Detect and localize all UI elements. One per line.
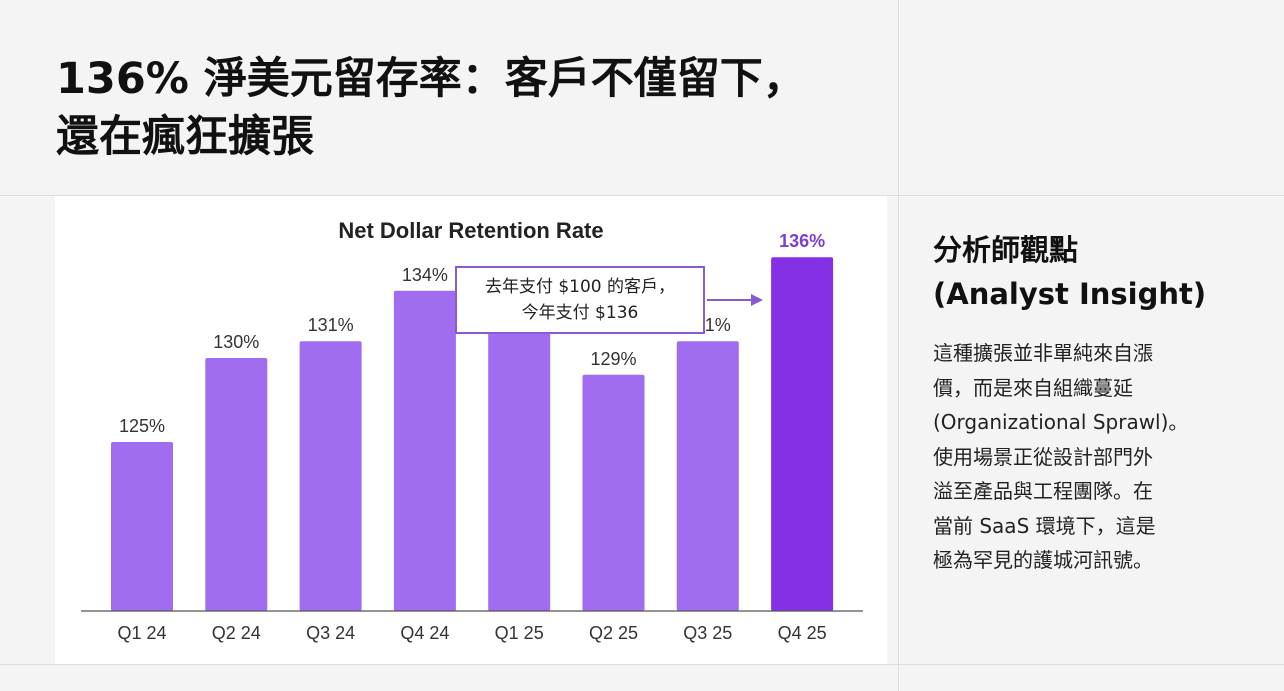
callout-line-2: 今年支付 $136	[521, 303, 639, 323]
x-tick-label: Q4 25	[778, 623, 827, 643]
insight-heading: 分析師觀點 (Analyst Insight)	[933, 228, 1263, 316]
bar-q3-24	[299, 341, 362, 611]
bar-q4-25	[771, 257, 834, 611]
grid-divider-vertical	[898, 0, 899, 691]
chart-title: Net Dollar Retention Rate	[338, 218, 604, 243]
callout-box: 去年支付 $100 的客戶， 今年支付 $136	[455, 266, 705, 334]
insight-body-line: 極為罕見的護城河訊號。	[933, 548, 1153, 572]
chart-panel: Net Dollar Retention Rate 125% Q1 24 130% Q…	[55, 196, 887, 664]
insight-heading-line-1: 分析師觀點	[933, 233, 1079, 267]
x-tick-label: Q1 25	[495, 623, 544, 643]
page-title-line-2: 還在瘋狂擴張	[56, 112, 314, 162]
insight-body-line: 當前 SaaS 環境下，這是	[933, 513, 1156, 538]
bar-q1-24	[111, 442, 173, 611]
data-label: 131%	[308, 315, 354, 335]
bar-q3-25	[676, 341, 739, 611]
bar-q2-24	[205, 358, 268, 611]
insight-body: 這種擴張並非單純來自漲 價，而是來自組織蔓延 (Organizational S…	[933, 336, 1233, 578]
insight-body-line: 這種擴張並非單純來自漲	[933, 341, 1153, 365]
insight-body-line: 溢至產品與工程團隊。在	[933, 479, 1153, 503]
x-tick-label: Q3 24	[306, 623, 355, 643]
grid-divider-top	[0, 195, 1284, 196]
data-label: 125%	[119, 416, 165, 436]
bar-q1-25	[488, 324, 551, 611]
x-tick-label: Q1 24	[117, 623, 166, 643]
callout-line-1: 去年支付 $100 的客戶，	[484, 277, 676, 297]
x-tick-label: Q2 25	[589, 623, 638, 643]
insight-body-line: 價，而是來自組織蔓延	[933, 375, 1133, 400]
x-tick-label: Q4 24	[400, 623, 449, 643]
data-label: 129%	[590, 349, 636, 369]
page-title-line-1: 136% 淨美元留存率：客戶不僅留下，	[56, 54, 806, 104]
insight-body-line: (Organizational Sprawl)。	[933, 410, 1189, 434]
callout-arrow-head-icon	[751, 294, 763, 306]
insight-body-line: 使用場景正從設計部門外	[933, 444, 1153, 469]
bar-q2-25	[582, 374, 645, 611]
data-label: 136%	[779, 231, 825, 251]
bar-q4-24	[393, 290, 456, 611]
x-tick-label: Q2 24	[212, 623, 261, 643]
grid-divider-bottom	[0, 664, 1284, 665]
data-label: 130%	[213, 332, 259, 352]
insight-heading-line-2: (Analyst Insight)	[933, 277, 1207, 311]
data-label: 134%	[402, 265, 448, 285]
x-tick-label: Q3 25	[683, 623, 732, 643]
page-title: 136% 淨美元留存率：客戶不僅留下， 還在瘋狂擴張	[56, 50, 886, 166]
